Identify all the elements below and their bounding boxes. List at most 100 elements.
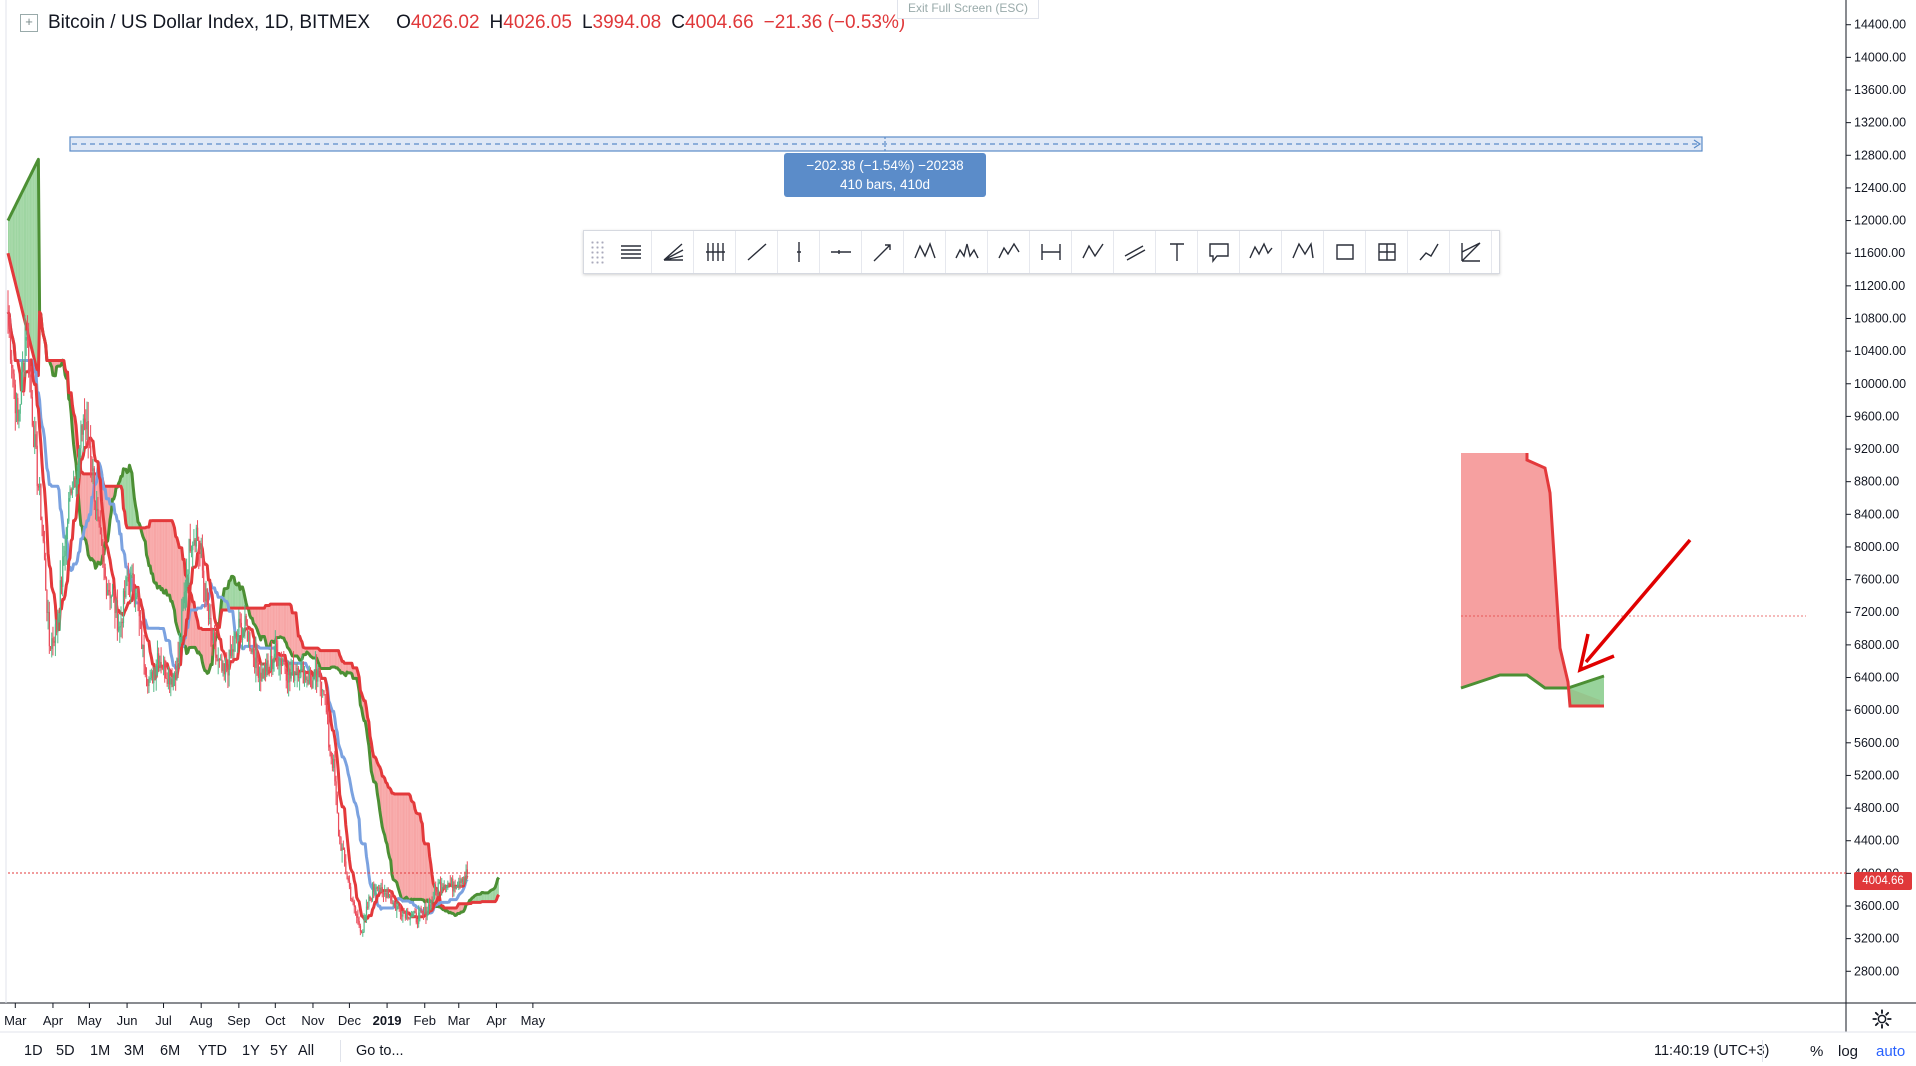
y-tick-label: 8800.00 [1854, 475, 1899, 489]
candle-body [431, 900, 433, 902]
rectangle-tool[interactable] [1324, 231, 1366, 273]
x-tick-label: Aug [190, 1013, 213, 1028]
candle-body [126, 577, 128, 579]
horizontal-ray-tool[interactable] [820, 231, 862, 273]
candle-body [351, 898, 353, 902]
candle-body [87, 421, 89, 440]
y-tick-label: 12400.00 [1854, 181, 1906, 195]
pitchfork-tool[interactable] [694, 231, 736, 273]
candle-body [334, 759, 336, 782]
timeframe-5d[interactable]: 5D [56, 1043, 75, 1059]
trend-line-tool[interactable] [736, 231, 778, 273]
cloud-segment [286, 604, 288, 648]
cloud-segment [173, 523, 175, 611]
candle-body [384, 893, 386, 895]
symbol-header: + Bitcoin / US Dollar Index, 1D, BITMEX … [14, 8, 915, 38]
candle-body [182, 603, 184, 611]
timeframe-6m[interactable]: 6M [160, 1043, 181, 1059]
timeframe-1m[interactable]: 1M [90, 1043, 111, 1059]
timeframe-ytd[interactable]: YTD [198, 1043, 227, 1059]
candle-body [201, 551, 204, 571]
symbol-name[interactable]: Bitcoin / US Dollar Index, 1D, BITMEX [48, 12, 371, 33]
vertical-line-tool[interactable] [778, 231, 820, 273]
candle-body [19, 404, 21, 414]
cloud-segment [373, 756, 375, 782]
parallel-channel-tool[interactable] [1114, 231, 1156, 273]
candle-body [401, 914, 403, 917]
timeframe-3m[interactable]: 3M [124, 1043, 145, 1059]
fib-fan-tool[interactable] [652, 231, 694, 273]
candle-body [440, 881, 442, 892]
timeframe-all[interactable]: All [298, 1043, 315, 1059]
candle-body [449, 883, 451, 885]
vertical-line-icon [796, 242, 801, 262]
abcd-pattern-tool[interactable] [1072, 231, 1114, 273]
path-tool[interactable] [1408, 231, 1450, 273]
goto-button[interactable]: Go to... [356, 1043, 404, 1059]
horizontal-lines-tool[interactable] [610, 231, 652, 273]
candle-body [271, 655, 273, 669]
y-tick-label: 11200.00 [1854, 279, 1905, 293]
candle-body [8, 318, 10, 330]
candle-body [420, 909, 422, 912]
percent-scale-toggle[interactable]: % [1810, 1043, 1824, 1060]
candle-body [274, 643, 276, 658]
candle-body [426, 910, 428, 917]
timeframe-1d[interactable]: 1D [24, 1043, 43, 1059]
y-tick-label: 12000.00 [1854, 214, 1906, 228]
exit-fullscreen-button[interactable]: Exit Full Screen (ESC) [897, 0, 1040, 19]
settings-gear-icon[interactable] [1871, 1008, 1893, 1030]
cloud-segment [272, 604, 275, 643]
cloud-segment [17, 198, 19, 298]
gann-box-tool[interactable] [1450, 231, 1492, 273]
candle-body [324, 694, 326, 696]
elliott-ae-tool[interactable] [1240, 231, 1282, 273]
candle-body [212, 633, 215, 641]
cloud-segment [270, 604, 272, 645]
candle-body [382, 893, 385, 895]
arrow-line-tool[interactable] [862, 231, 904, 273]
log-scale-toggle[interactable]: log [1838, 1043, 1859, 1060]
measure-arrow-head [1693, 139, 1702, 149]
xabcd-pattern-tool[interactable] [904, 231, 946, 273]
toolbar-drag-handle[interactable] [590, 240, 604, 264]
candle-body [222, 663, 224, 672]
cloud-segment [264, 605, 266, 642]
candle-body [320, 681, 323, 692]
candle-body [149, 678, 151, 680]
callout-tool[interactable] [1198, 231, 1240, 273]
head-shoulders-tool[interactable] [946, 231, 988, 273]
elliott-wave-tool[interactable] [988, 231, 1030, 273]
candle-body [250, 649, 252, 653]
candle-body [163, 659, 165, 669]
price-range-tool[interactable] [1366, 231, 1408, 273]
candle-body [226, 665, 228, 671]
candle-body [306, 679, 308, 681]
candles [7, 290, 468, 937]
candle-body [121, 621, 123, 624]
candle-body [147, 679, 149, 687]
date-range-tool[interactable] [1030, 231, 1072, 273]
candle-body [11, 359, 13, 368]
timeframe-5y[interactable]: 5Y [270, 1043, 288, 1059]
auto-scale-toggle[interactable]: auto [1876, 1043, 1906, 1060]
candle-body [269, 655, 272, 670]
candle-body [214, 633, 216, 641]
candle-body [229, 649, 232, 656]
cloud-segment [491, 889, 493, 902]
cloud-segment [337, 650, 339, 670]
cloud-segment [106, 486, 108, 543]
candle-body [103, 556, 105, 568]
candle-body [387, 890, 389, 898]
candle-body [150, 672, 153, 679]
timeframe-1y[interactable]: 1Y [242, 1043, 260, 1059]
candle-body [45, 558, 47, 590]
candle-body [395, 905, 397, 911]
candle-body [146, 675, 148, 680]
candle-body [206, 589, 208, 606]
triangle-pattern-tool[interactable] [1282, 231, 1324, 273]
add-symbol-icon[interactable]: + [20, 14, 38, 32]
cloud-segment [86, 473, 89, 555]
candle-body [136, 593, 138, 598]
text-tool[interactable] [1156, 231, 1198, 273]
